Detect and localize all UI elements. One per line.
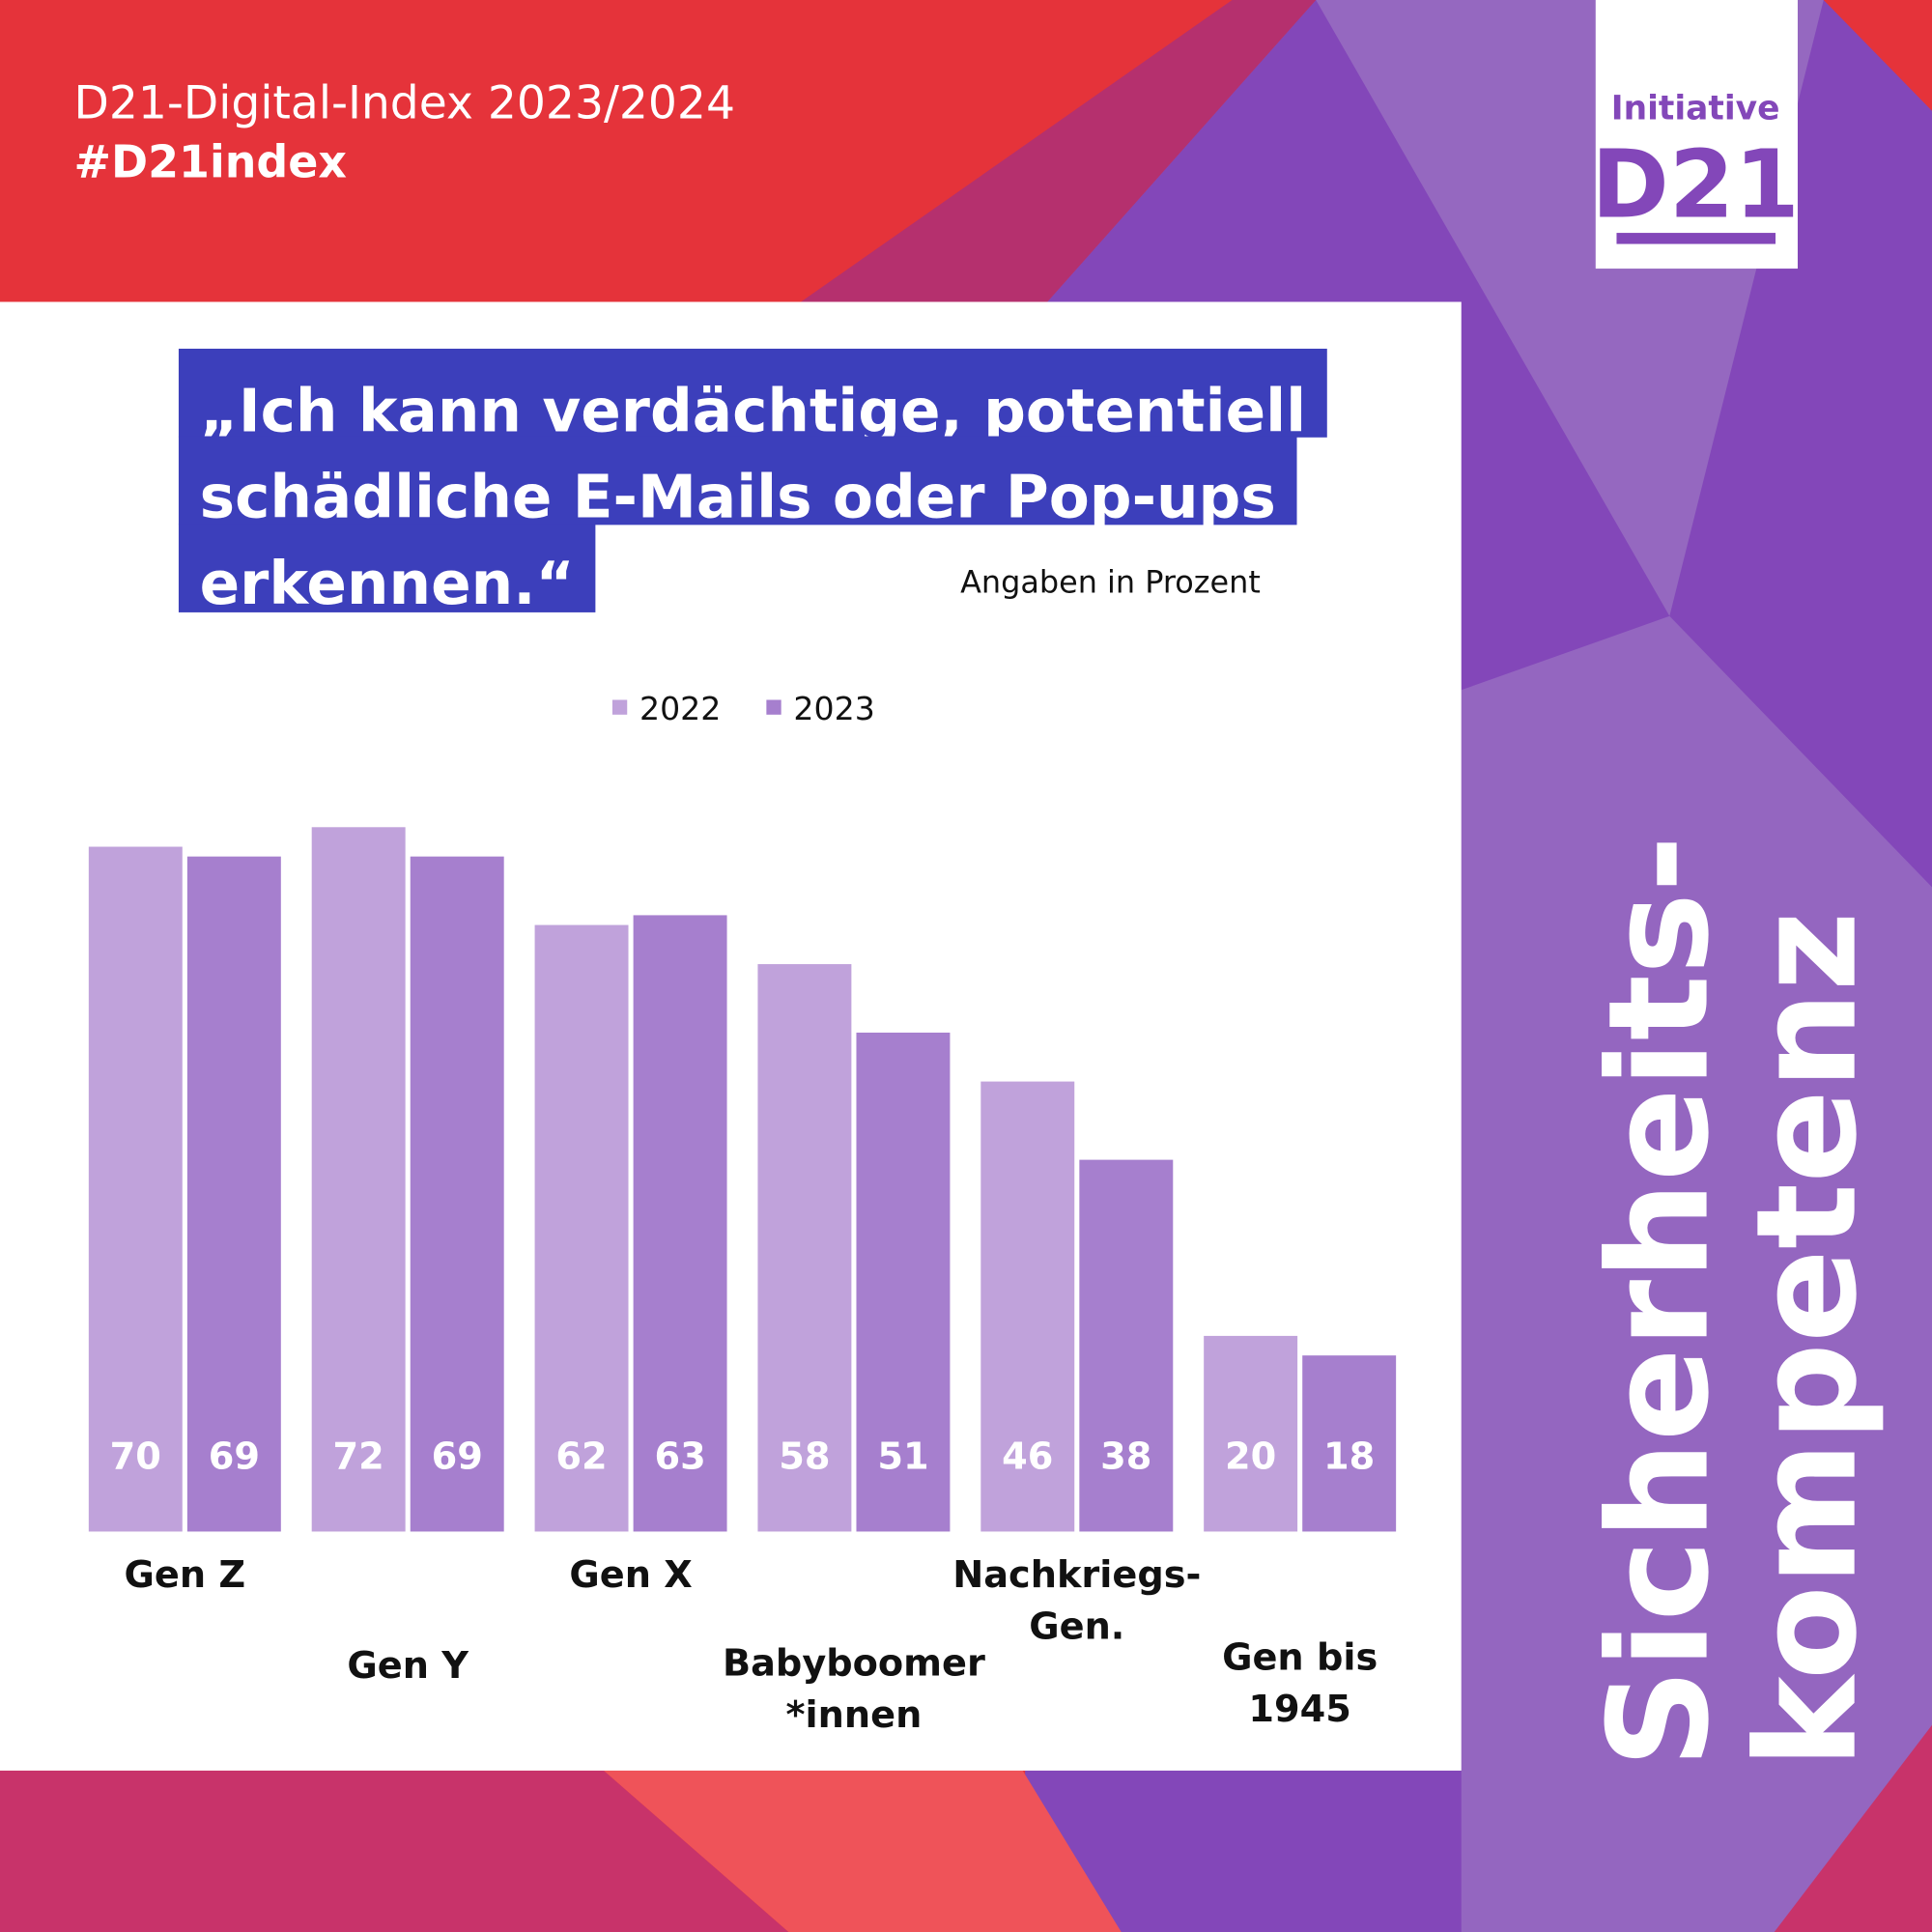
bar xyxy=(534,924,629,1532)
value-label: 69 xyxy=(209,1435,260,1478)
subtitle: Angaben in Prozent xyxy=(960,564,1261,601)
legend-label: 2023 xyxy=(793,690,874,727)
side-title: kompetenz xyxy=(1726,911,1888,1768)
title-box xyxy=(178,524,596,612)
background-facet xyxy=(1774,1724,1932,1932)
x-tick-label: Gen X xyxy=(569,1553,692,1597)
x-tick-label: Babyboomer *innen xyxy=(723,1642,985,1738)
chart-title: schädliche E-Mails oder Pop-ups xyxy=(200,464,1276,532)
logo-underline xyxy=(1616,233,1776,244)
bar xyxy=(1204,1335,1298,1532)
bar xyxy=(633,915,727,1532)
x-tick-label: Gen Y xyxy=(347,1644,469,1688)
logo-main: D21 xyxy=(1591,129,1799,239)
chart-title: erkennen.“ xyxy=(200,550,575,618)
x-tick-label: Gen Z xyxy=(125,1553,246,1597)
logo-top: Initiative xyxy=(1611,90,1780,128)
bar xyxy=(980,1081,1075,1532)
bar xyxy=(311,827,406,1532)
value-label: 63 xyxy=(654,1435,705,1478)
background-facet xyxy=(1823,0,1932,111)
value-label: 70 xyxy=(110,1435,161,1478)
bar xyxy=(1079,1159,1174,1532)
value-label: 51 xyxy=(877,1435,928,1478)
legend-swatch xyxy=(611,699,628,715)
background-facet xyxy=(0,1770,789,1932)
value-label: 18 xyxy=(1323,1435,1375,1478)
title-box xyxy=(178,348,1327,438)
value-label: 38 xyxy=(1100,1435,1151,1478)
value-label: 58 xyxy=(779,1435,830,1478)
bar xyxy=(88,846,183,1532)
legend-label: 2022 xyxy=(639,690,721,727)
value-label: 69 xyxy=(432,1435,483,1478)
title-box xyxy=(178,436,1297,526)
background-facet xyxy=(604,1770,1122,1932)
bar xyxy=(1302,1355,1397,1532)
header-title: D21-Digital-Index 2023/2024 xyxy=(74,76,735,129)
bar xyxy=(186,856,281,1532)
logo-box xyxy=(1595,0,1798,270)
value-label: 72 xyxy=(333,1435,384,1478)
background-facet xyxy=(801,0,1317,302)
value-label: 20 xyxy=(1225,1435,1276,1478)
side-title: Sicherheits- xyxy=(1578,836,1740,1769)
legend-swatch xyxy=(766,699,781,715)
value-label: 46 xyxy=(1002,1435,1053,1478)
chart-title: „Ich kann verdächtige, potentiell xyxy=(200,377,1306,445)
background-facet xyxy=(1461,615,1932,1932)
value-label: 62 xyxy=(555,1435,607,1478)
x-tick-label: Nachkriegs-Gen. xyxy=(952,1553,1201,1649)
bar xyxy=(757,964,852,1532)
x-tick-label: Gen bis 1945 xyxy=(1222,1635,1378,1731)
bar xyxy=(410,856,504,1532)
bar xyxy=(856,1032,951,1532)
hashtag: #D21index xyxy=(74,136,347,188)
